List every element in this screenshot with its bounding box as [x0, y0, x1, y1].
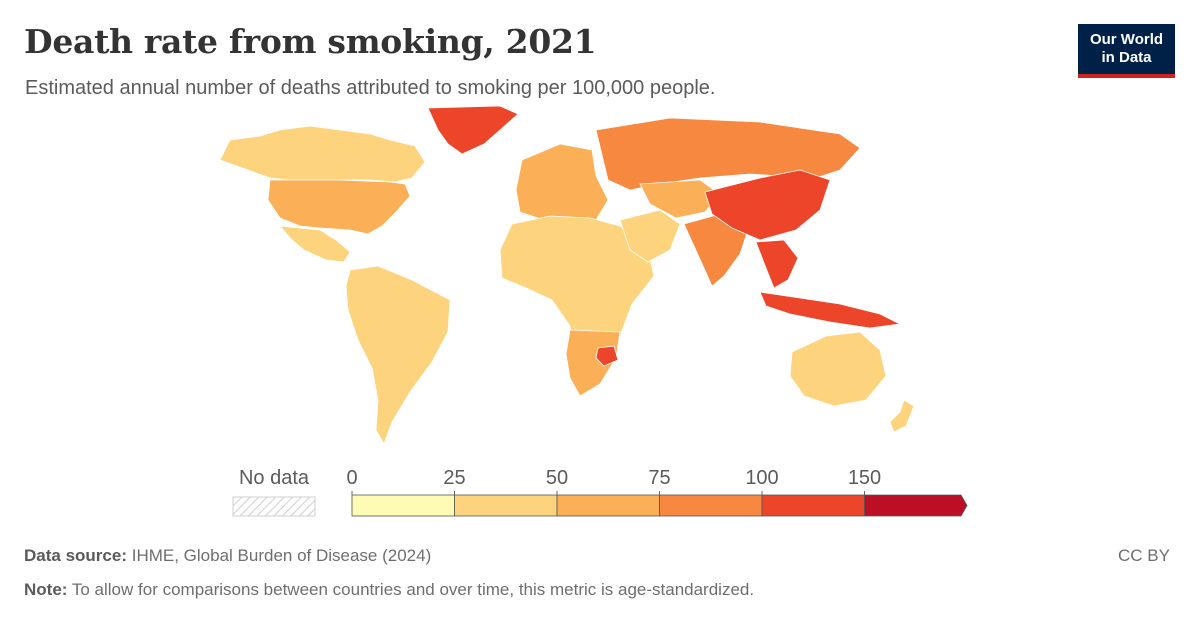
map-region-indonesia[interactable]	[759, 291, 902, 329]
legend-tick-label: 0	[346, 467, 357, 489]
legend-bin-2[interactable]	[556, 494, 660, 517]
no-data-label: No data	[239, 467, 310, 489]
map-region-united-states[interactable]	[267, 179, 411, 235]
legend-bin-1[interactable]	[454, 494, 558, 517]
legend-tick-label: 100	[745, 467, 778, 489]
map-region-central-asia[interactable]	[639, 179, 721, 219]
map-region-new-zealand[interactable]	[889, 399, 915, 433]
legend-bins	[351, 494, 968, 517]
note-text: To allow for comparisons between countri…	[71, 580, 755, 599]
logo-line-2: in Data	[1101, 49, 1152, 66]
map-region-canada[interactable]	[219, 125, 426, 183]
chart-subtitle: Estimated annual number of deaths attrib…	[25, 77, 716, 99]
map-region-china[interactable]	[704, 169, 831, 241]
map-region-australia[interactable]	[789, 331, 887, 407]
legend-tick-label: 150	[848, 467, 881, 489]
no-data-swatch	[232, 496, 316, 517]
note-label: Note:	[24, 580, 68, 599]
world-map	[219, 105, 915, 445]
data-source: Data source: IHME, Global Burden of Dise…	[24, 546, 431, 566]
map-region-zimbabwe[interactable]	[595, 345, 619, 367]
legend-bin-0[interactable]	[351, 494, 455, 517]
map-region-mexico[interactable]	[279, 225, 351, 263]
legend-bin-5[interactable]	[864, 494, 968, 517]
legend-tick-label: 75	[648, 467, 670, 489]
legend-tick-label: 50	[546, 467, 568, 489]
map-region-southeast-asia[interactable]	[755, 239, 799, 289]
legend-tick-label: 25	[443, 467, 465, 489]
legend-ticks: 0 25 50 75 100 150	[346, 467, 881, 495]
owid-logo[interactable]: Our World in Data	[1078, 24, 1175, 78]
legend-bin-4[interactable]	[761, 494, 865, 517]
legend-bin-3[interactable]	[659, 494, 763, 517]
map-region-middle-east[interactable]	[619, 209, 681, 263]
logo-line-1: Our World	[1089, 31, 1164, 48]
map-region-europe[interactable]	[515, 143, 609, 223]
data-source-text: IHME, Global Burden of Disease (2024)	[131, 546, 432, 565]
map-region-greenland[interactable]	[427, 105, 519, 155]
map-region-south-america[interactable]	[345, 265, 451, 445]
data-source-label: Data source:	[24, 546, 127, 565]
chart-title: Death rate from smoking, 2021	[24, 22, 597, 61]
note: Note: To allow for comparisons between c…	[24, 580, 754, 600]
map-region-southern-africa[interactable]	[565, 329, 621, 397]
license[interactable]: CC BY	[1118, 546, 1170, 565]
